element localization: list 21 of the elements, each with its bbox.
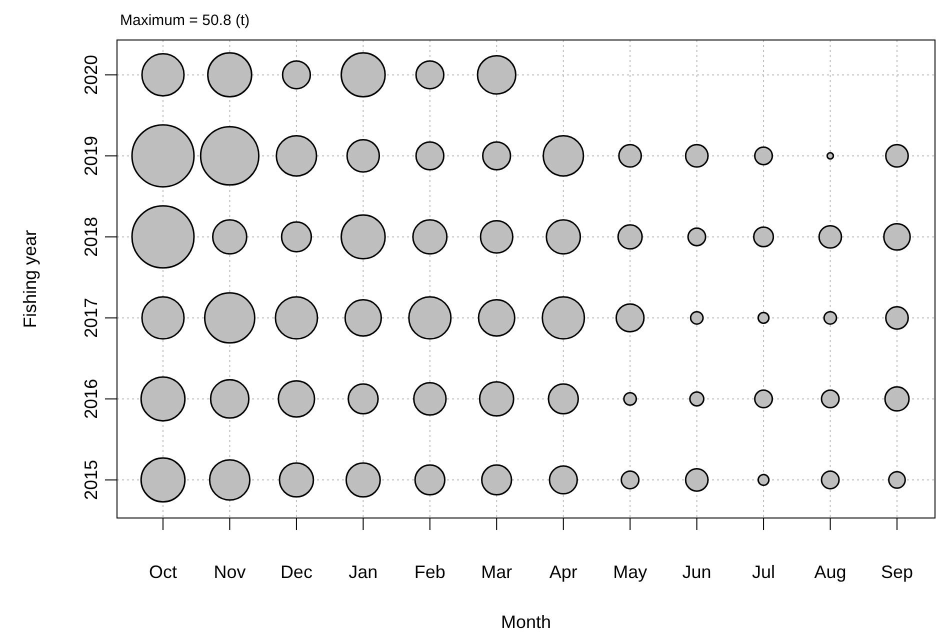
x-axis-title: Month xyxy=(500,612,552,632)
chart-title: Maximum = 50.8 (t) xyxy=(120,12,250,29)
y-tick-label: 2019 xyxy=(81,136,101,176)
y-tick-label: 2018 xyxy=(81,216,101,257)
y-axis-title: Fishing year xyxy=(20,230,40,328)
x-tick-label: Sep xyxy=(880,562,914,582)
x-tick-label: Nov xyxy=(214,562,246,582)
y-tick-label: 2017 xyxy=(81,298,101,338)
x-tick-label: Mar xyxy=(481,562,512,582)
x-tick-label: Feb xyxy=(414,562,446,582)
x-tick-label: Jun xyxy=(682,562,712,582)
x-tick-label: Oct xyxy=(148,562,178,582)
y-tick-label: 2020 xyxy=(81,54,101,95)
x-tick-label: Apr xyxy=(549,562,578,582)
x-tick-label: Jan xyxy=(348,562,378,582)
y-tick-label: 2015 xyxy=(81,460,101,500)
y-tick-label: 2016 xyxy=(81,378,101,419)
x-tick-label: Aug xyxy=(814,562,846,582)
x-tick-label: Jul xyxy=(752,562,776,582)
x-tick-label: Dec xyxy=(280,562,312,582)
x-tick-label: May xyxy=(613,562,648,582)
